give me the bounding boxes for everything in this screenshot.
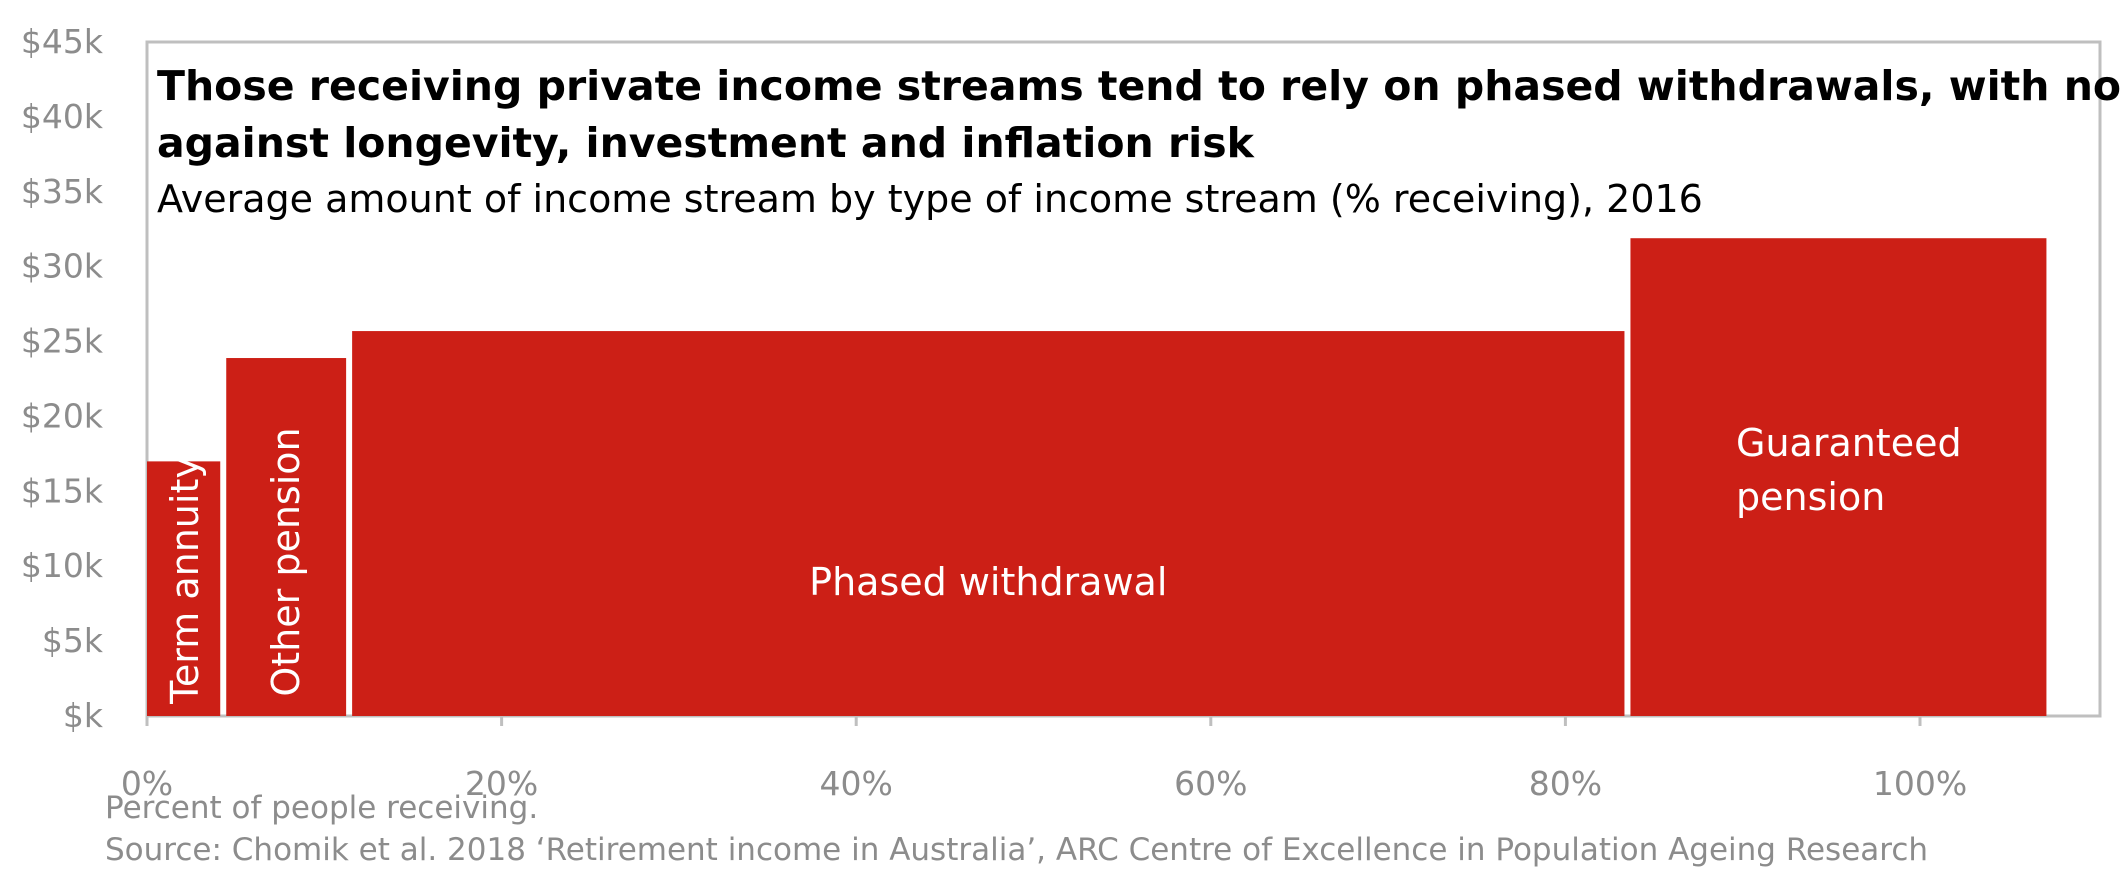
source-note: Source: Chomik et al. 2018 ‘Retirement i… xyxy=(105,832,1928,868)
bar-phased-withdrawal xyxy=(352,331,1625,716)
x-tick-label: 80% xyxy=(1529,764,1602,803)
y-tick-label: $k xyxy=(63,696,104,735)
bar-label-guaranteed-pension: Guaranteed pension xyxy=(1736,421,1962,519)
x-tick-label: 100% xyxy=(1873,764,1967,803)
y-tick-label: $15k xyxy=(21,471,104,510)
chart-title: Those receiving private income streams t… xyxy=(157,62,2124,167)
bar-label-other-pension: Other pension xyxy=(264,427,308,696)
y-tick-label: $5k xyxy=(42,621,104,660)
y-tick-label: $40k xyxy=(21,97,104,136)
x-tick-label: 20% xyxy=(465,764,538,803)
y-tick-label: $45k xyxy=(21,22,104,61)
bar-other-pension xyxy=(226,358,347,716)
x-tick-label: 60% xyxy=(1174,764,1247,803)
y-tick-label: $10k xyxy=(21,546,104,585)
y-tick-label: $25k xyxy=(21,322,104,361)
y-tick-label: $35k xyxy=(21,172,104,211)
bar-label-phased-withdrawal: Phased withdrawal xyxy=(809,560,1167,604)
bar-guaranteed-pension xyxy=(1630,238,2047,716)
bar-label-term-annuity: Term annuity xyxy=(163,456,207,705)
x-axis-label: Percent of people receiving. xyxy=(105,790,538,826)
x-tick-label: 0% xyxy=(121,764,173,803)
chart-title-line: against longevity, investment and inflat… xyxy=(157,119,1256,167)
bar-term-annuity xyxy=(147,461,221,716)
chart-subtitle: Average amount of income stream by type … xyxy=(157,177,1703,221)
x-tick-label: 40% xyxy=(820,764,893,803)
chart-title-line: Those receiving private income streams t… xyxy=(157,62,2124,110)
bar-label-guaranteed-pension-line: pension xyxy=(1736,475,1885,519)
y-tick-label: $20k xyxy=(21,396,104,435)
bar-label-guaranteed-pension-line: Guaranteed xyxy=(1736,421,1962,465)
y-tick-label: $30k xyxy=(21,247,104,286)
